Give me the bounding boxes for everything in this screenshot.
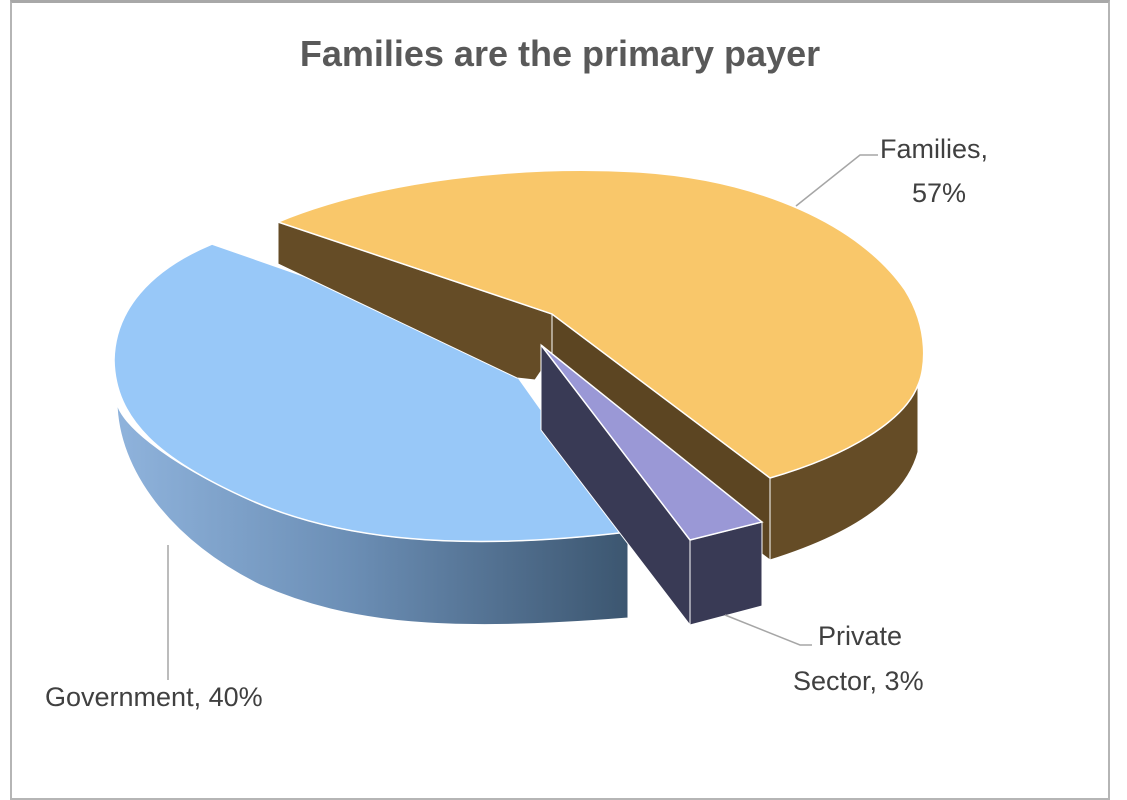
leader-line-families [795,154,878,207]
data-label-government: Government, 40% [45,682,263,712]
slice-top-families [275,169,925,479]
slice-top-government [113,243,630,543]
leader-line-private-sector [724,614,812,646]
data-label-private-sector-line2: Sector, 3% [793,666,924,696]
data-label-private-sector-line1: Private [818,621,902,651]
slice-top-private-sector [540,344,764,541]
data-label-families-line1: Families, [880,134,988,164]
chart-title: Families are the primary payer [300,33,820,74]
data-label-families-line2: 57% [912,178,966,208]
pie-slice-government [113,243,630,626]
pie-slice-private-sector [540,343,764,627]
